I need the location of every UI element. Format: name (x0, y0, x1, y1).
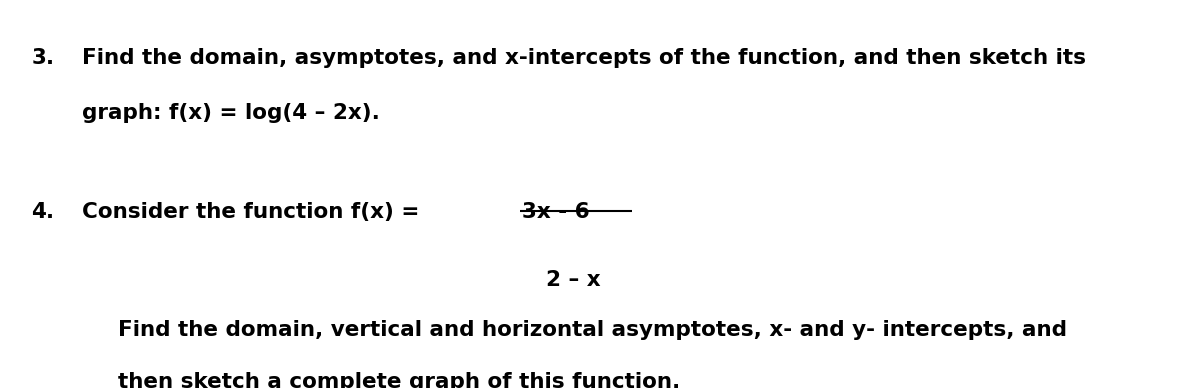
Text: 3.: 3. (31, 48, 54, 69)
Text: Find the domain, asymptotes, and x-intercepts of the function, and then sketch i: Find the domain, asymptotes, and x-inter… (82, 48, 1086, 69)
Text: Find the domain, vertical and horizontal asymptotes, x- and y- intercepts, and: Find the domain, vertical and horizontal… (118, 320, 1067, 340)
Text: 3x - 6: 3x - 6 (522, 202, 589, 222)
Text: 4.: 4. (31, 202, 54, 222)
Text: 2 – x: 2 – x (546, 270, 601, 290)
Text: Consider the function f(x) =: Consider the function f(x) = (82, 202, 426, 222)
Text: graph: f(x) = log(4 – 2x).: graph: f(x) = log(4 – 2x). (82, 103, 379, 123)
Text: then sketch a complete graph of this function.: then sketch a complete graph of this fun… (118, 372, 680, 388)
